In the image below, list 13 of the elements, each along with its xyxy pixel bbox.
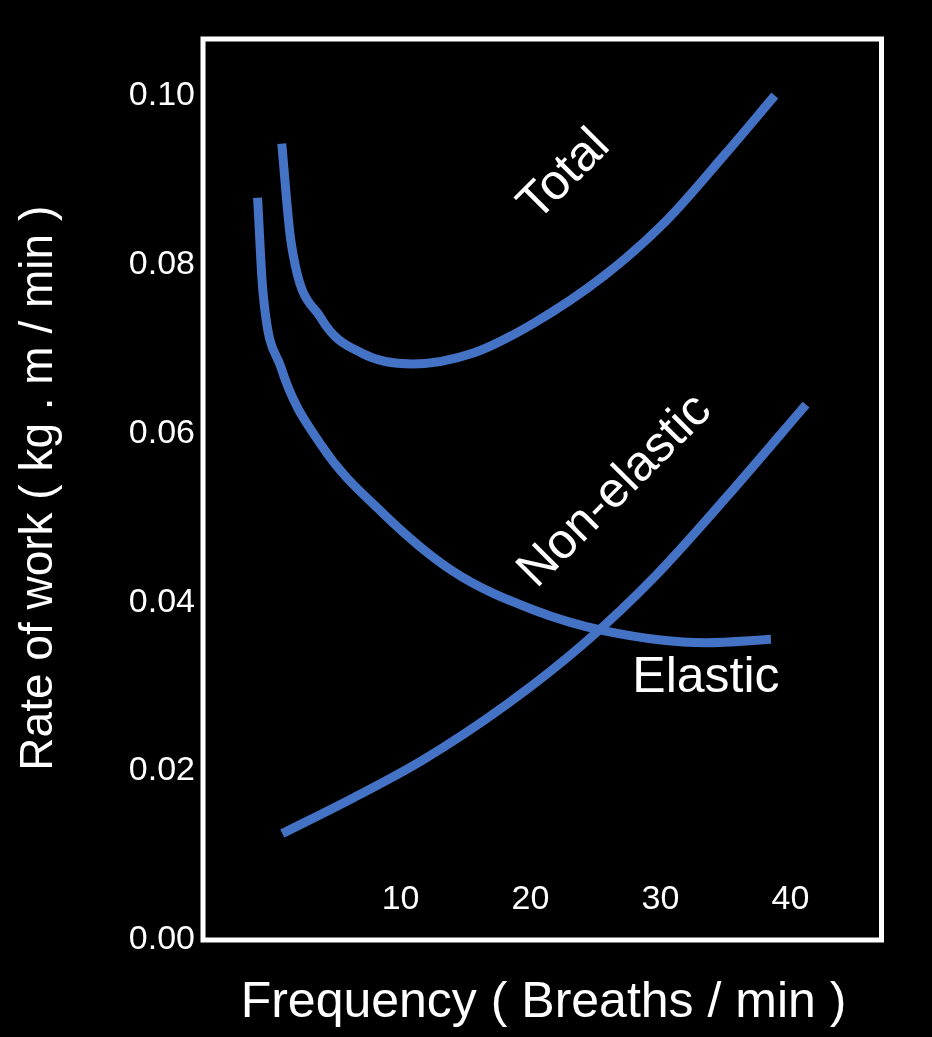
- y-axis-title: Rate of work ( kg . m / min ): [10, 205, 63, 771]
- x-tick-label: 20: [511, 877, 550, 916]
- y-tick-label: 0.04: [128, 580, 195, 619]
- x-tick-label: 10: [381, 877, 420, 916]
- y-tick-label: 0.08: [128, 242, 195, 281]
- x-tick-label: 30: [641, 877, 680, 916]
- y-tick-label: 0.10: [128, 73, 195, 112]
- x-axis-title: Frequency ( Breaths / min ): [240, 971, 847, 1028]
- x-tick-label: 40: [771, 877, 810, 916]
- series-label: Elastic: [632, 646, 780, 703]
- y-tick-label: 0.06: [128, 411, 195, 450]
- y-tick-label: 0.00: [128, 918, 195, 957]
- y-tick-label: 0.02: [128, 749, 195, 788]
